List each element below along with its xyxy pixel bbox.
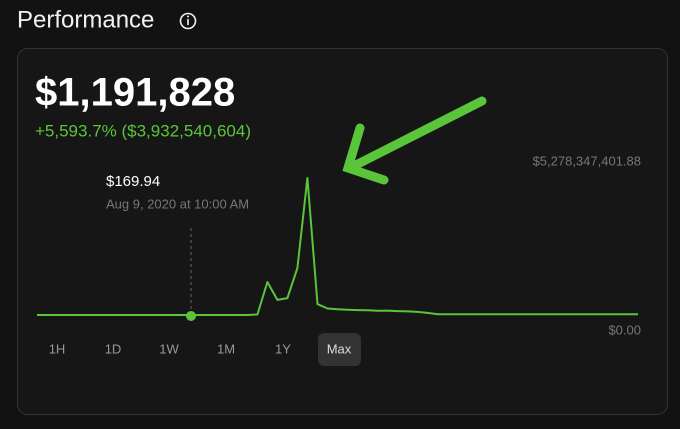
portfolio-change: +5,593.7% ($3,932,540,604)	[35, 121, 251, 140]
price-line	[37, 177, 638, 316]
hover-time: Aug 9, 2020 at 10:00 AM	[106, 196, 249, 211]
page-title: Performance	[17, 6, 154, 33]
chart: $5,278,347,401.88 $0.00	[37, 153, 641, 337]
y-tick-label: $0.00	[608, 322, 641, 337]
y-tick-label: $5,278,347,401.88	[533, 153, 641, 168]
info-icon[interactable]	[179, 12, 197, 30]
card	[17, 48, 668, 415]
range-button[interactable]: 1D	[105, 341, 122, 356]
range-button[interactable]: 1W	[159, 341, 179, 356]
range-selected-bg	[318, 333, 361, 366]
hover-price: $169.94	[106, 173, 160, 190]
range-button[interactable]: Max	[327, 341, 352, 356]
range-button[interactable]: 1M	[217, 341, 235, 356]
portfolio-value: $1,191,828	[35, 71, 235, 115]
annotation-arrow	[342, 96, 487, 185]
range-button[interactable]: 1H	[49, 341, 66, 356]
range-button[interactable]: 1Y	[275, 341, 291, 356]
hover-dot	[186, 311, 196, 321]
